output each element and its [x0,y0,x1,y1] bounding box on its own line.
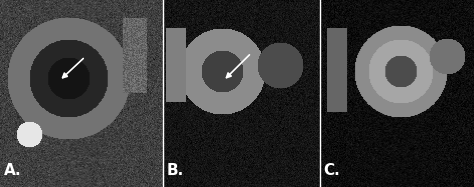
Text: A.: A. [3,163,21,178]
Text: B.: B. [166,163,184,178]
Text: C.: C. [323,163,340,178]
